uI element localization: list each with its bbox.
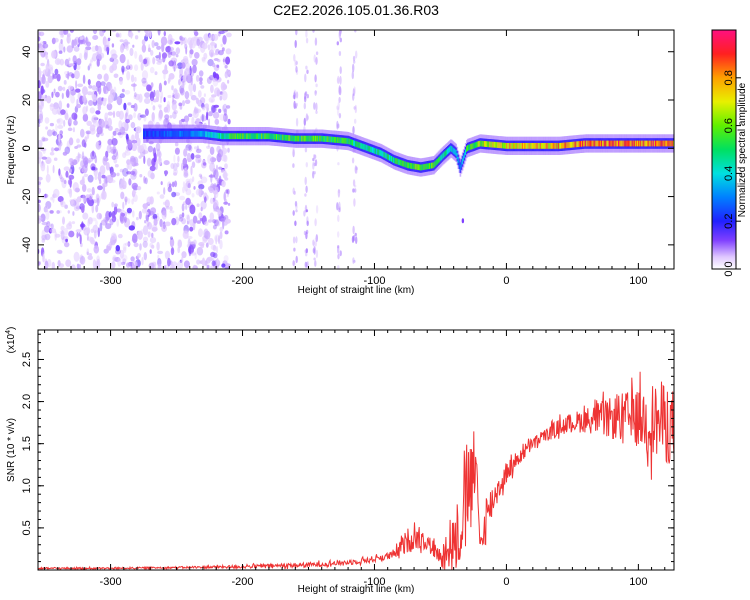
snr-y-tick: 2.5 bbox=[21, 352, 674, 367]
spectrogram-x-tick-label: -300 bbox=[100, 275, 122, 287]
spectrogram-x-tick: -100 bbox=[363, 30, 385, 287]
spectrogram-y-axis-title: Frequency (Hz) bbox=[6, 116, 17, 185]
colorbar-ticks: 0.0 0.2 0.4 0.6 0.8 bbox=[723, 70, 741, 277]
spectrogram-ridge bbox=[143, 124, 674, 177]
snr-y-tick: 2.0 bbox=[21, 394, 674, 409]
colorbar-tick-label: 0.4 bbox=[723, 166, 735, 181]
spectrogram-y-tick-label: 40 bbox=[21, 46, 33, 58]
spectrogram-x-tick: 0 bbox=[503, 30, 509, 287]
colorbar-scale bbox=[711, 29, 737, 270]
snr-x-tick-label: -200 bbox=[232, 576, 254, 588]
spectrogram-x-tick-label: 0 bbox=[503, 275, 509, 287]
spectrogram-x-tick: 100 bbox=[629, 30, 648, 287]
colorbar-title: Normalized spectral amplitude bbox=[737, 82, 748, 217]
snr-plot-area bbox=[38, 371, 674, 570]
colorbar-tick-label: 0.8 bbox=[723, 70, 735, 85]
spectrogram-x-tick-label: -200 bbox=[232, 275, 254, 287]
spectrogram-x-tick-label: -100 bbox=[363, 275, 385, 287]
spectrogram-y-tick-label: 20 bbox=[21, 94, 33, 106]
spectrogram-y-tick-label: 0 bbox=[21, 145, 33, 151]
colorbar-tick-label: 0.0 bbox=[723, 261, 735, 276]
spectrogram-y-tick-label: -40 bbox=[21, 237, 33, 253]
snr-x-tick: -200 bbox=[232, 330, 254, 588]
snr-x-tick: 0 bbox=[503, 330, 509, 588]
colorbar-tick: 0.6 bbox=[723, 118, 741, 133]
snr-y-tick-label: 0.5 bbox=[21, 520, 33, 535]
snr-y-tick-label: 1.5 bbox=[21, 436, 33, 451]
spectrogram-x-tick-label: 100 bbox=[629, 275, 647, 287]
spectrogram-image bbox=[38, 30, 674, 269]
spectrogram-y-tick: 40 bbox=[21, 46, 674, 58]
snr-x-axis-title: Height of straight line (km) bbox=[298, 584, 415, 595]
spectrogram-noise-speckles bbox=[38, 30, 358, 269]
colorbar-tick-label: 0.2 bbox=[723, 214, 735, 229]
spectrogram-y-tick: -40 bbox=[21, 237, 674, 253]
snr-frame bbox=[37, 329, 675, 571]
colorbar-tick-label: 0.6 bbox=[723, 118, 735, 133]
snr-x-tick: -300 bbox=[100, 330, 122, 588]
snr-x-tick-label: 100 bbox=[629, 576, 647, 588]
snr-y-tick: 1.5 bbox=[21, 436, 674, 451]
snr-y-tick: 1.0 bbox=[21, 478, 674, 493]
snr-y-axis-title: SNR (10 * v/v) bbox=[6, 418, 17, 482]
snr-y-tick-label: 1.0 bbox=[21, 478, 33, 493]
spectrogram-x-axis: -300 -200 -100 0 100 bbox=[44, 30, 666, 287]
snr-y-axis: 0.5 1.0 1.5 2.0 2.5 bbox=[21, 333, 674, 563]
spectrogram-y-tick-label: 0 bbox=[21, 145, 33, 151]
snr-y-tick-label: 2.0 bbox=[21, 394, 33, 409]
snr-panel: -300 -200 -100 0 100 0.5 1.0 1.5 2.0 2.5 Height … bbox=[5, 327, 675, 595]
colorbar: 0.0 0.2 0.4 0.6 0.8 Normalized spectral ampl… bbox=[711, 29, 748, 277]
snr-y-tick: 0.5 bbox=[21, 520, 674, 536]
snr-x-axis: -300 -200 -100 0 100 bbox=[44, 330, 666, 588]
snr-x-tick: -100 bbox=[363, 330, 385, 588]
snr-series-line bbox=[38, 371, 674, 570]
snr-x-tick: 100 bbox=[629, 330, 648, 588]
spectrogram-frame bbox=[37, 29, 675, 270]
spectrogram-x-tick: -200 bbox=[232, 30, 254, 287]
figure-title: C2E2.2026.105.01.36.R03 bbox=[273, 2, 439, 18]
spectrogram-blob bbox=[461, 218, 465, 224]
spectrogram-y-tick: -20 bbox=[21, 189, 674, 205]
colorbar-tick: 0.0 bbox=[723, 261, 741, 277]
spectrogram-x-tick: -300 bbox=[100, 30, 122, 287]
spectrogram-y-tick-label: -20 bbox=[21, 189, 33, 205]
snr-scale-factor: (x104) bbox=[5, 327, 17, 354]
colorbar-tick: 0.8 bbox=[723, 70, 741, 85]
spectrogram-y-tick: 20 bbox=[21, 94, 674, 106]
snr-y-tick-label: 2.5 bbox=[21, 352, 33, 367]
snr-x-tick-label: -300 bbox=[100, 576, 122, 588]
colorbar-tick: 0.2 bbox=[723, 214, 741, 229]
snr-x-tick-label: 0 bbox=[503, 576, 509, 588]
spectrogram-y-tick: 0 bbox=[21, 145, 44, 151]
snr-x-tick-label: -100 bbox=[363, 576, 385, 588]
spectrogram-x-axis-title: Height of straight line (km) bbox=[298, 285, 415, 296]
colorbar-tick: 0.4 bbox=[723, 166, 741, 181]
